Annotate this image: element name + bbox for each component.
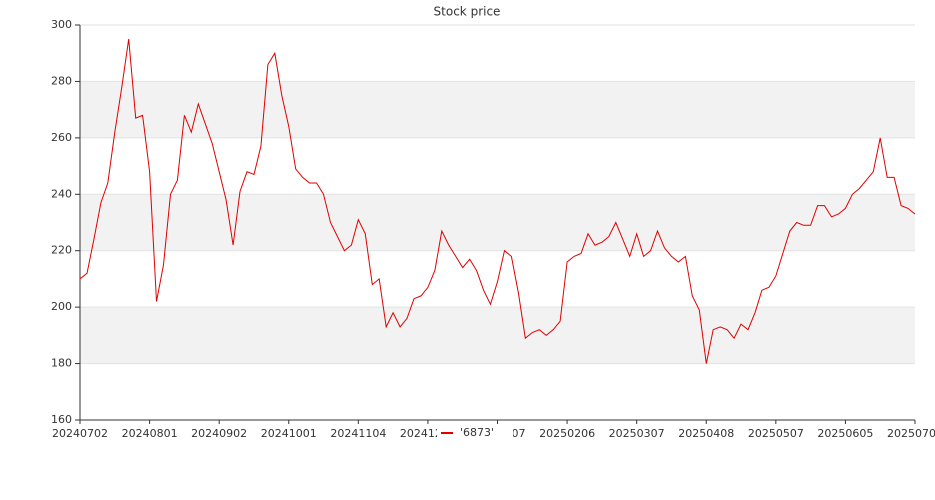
y-tick-label: 240 [51, 187, 72, 200]
x-tick-label: 20241001 [261, 427, 317, 440]
y-tick-label: 260 [51, 131, 72, 144]
grid-band [80, 194, 915, 251]
x-tick-label: 20250507 [748, 427, 804, 440]
x-tick-label: 20240902 [191, 427, 247, 440]
grid-band [80, 307, 915, 364]
y-tick-label: 180 [51, 357, 72, 370]
x-tick-label: 20250408 [678, 427, 734, 440]
legend-box [437, 425, 513, 441]
x-tick-label: 20240702 [52, 427, 108, 440]
chart-title: Stock price [434, 5, 501, 19]
x-tick-label: 20250307 [609, 427, 665, 440]
y-tick-label: 220 [51, 244, 72, 257]
x-tick-label: 20240801 [122, 427, 178, 440]
legend: '6873' [437, 425, 513, 441]
y-tick-label: 160 [51, 413, 72, 426]
legend-label: '6873' [460, 426, 494, 439]
y-tick-label: 280 [51, 74, 72, 87]
x-tick-label: 20250605 [817, 427, 873, 440]
grid-band [80, 81, 915, 138]
line-series [79, 39, 916, 364]
x-tick-label: 20250703 [887, 427, 935, 440]
y-tick-label: 200 [51, 300, 72, 313]
y-tick-label: 300 [51, 18, 72, 31]
x-tick-label: 20241104 [330, 427, 386, 440]
x-tick-label: 20250206 [539, 427, 595, 440]
